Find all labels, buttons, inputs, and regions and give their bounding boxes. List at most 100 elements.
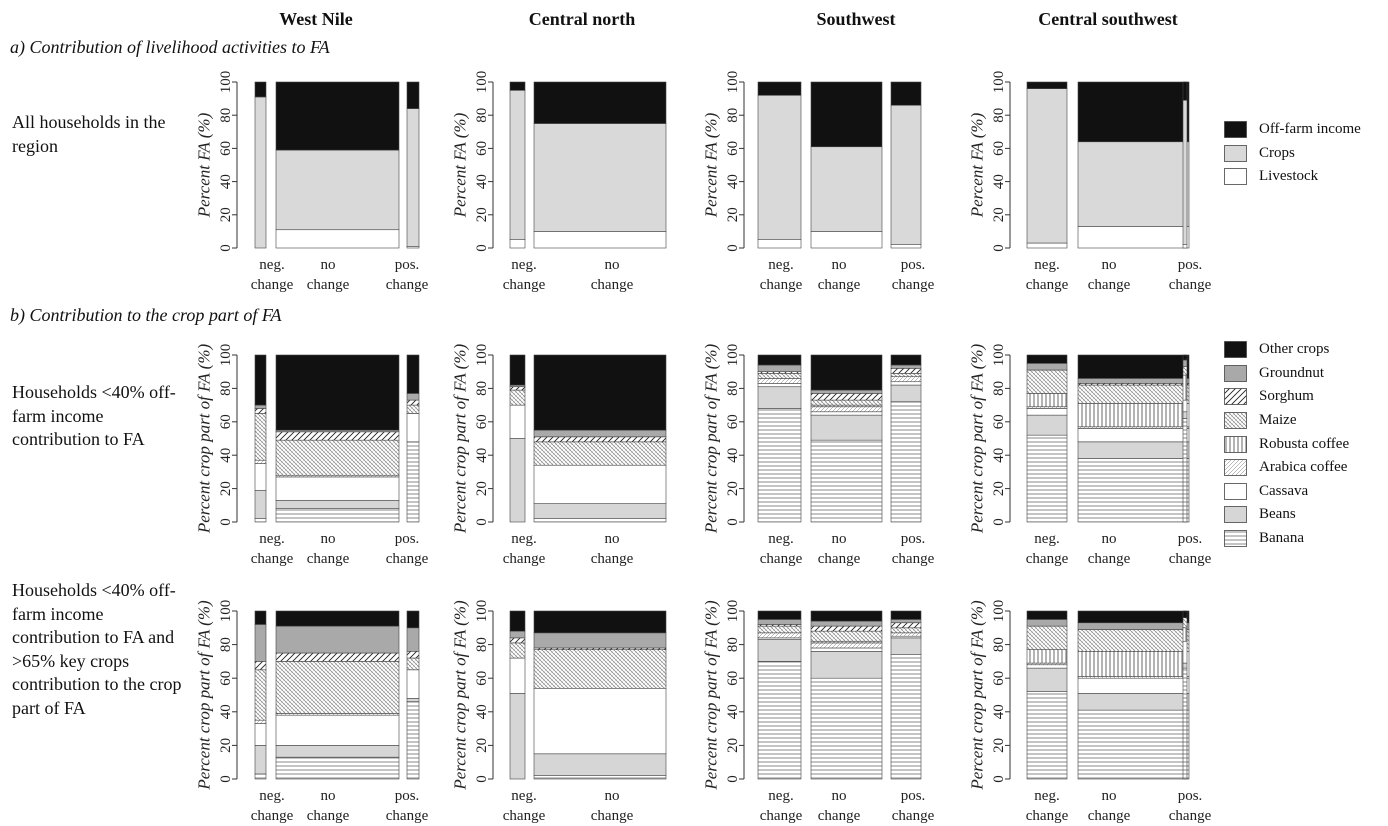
bar-segment-other-crops [275,354,400,431]
x-category-label: neg. [511,788,536,804]
x-category-label: change [892,277,935,293]
y-tick-label: 40 [474,448,490,463]
x-category-label: pos. [1178,257,1203,273]
legend-label: Banana [1259,530,1304,547]
bar-segment-other-crops [1026,354,1068,364]
bar-segment-beans [1026,667,1068,692]
x-category-label: change [818,551,861,567]
bar-segment-other-crops [1026,610,1068,620]
y-tick-label: 40 [991,448,1007,463]
y-tick-label: 0 [474,244,490,252]
bar-segment-maize [757,373,802,379]
chart-a-southwest: 0 20 40 60 80 100 Percent FA (%) neg. change no ch… [702,71,935,293]
y-tick-label: 60 [218,414,234,429]
bar-segment-cassava [509,657,526,694]
bar-segment-maize [1077,629,1190,652]
bar-segment-arabica-coffee [757,378,802,384]
bar-segment-livestock [275,229,400,249]
y-axis-title: Percent crop part of FA (%) [195,344,214,535]
y-tick-label: 60 [474,141,490,156]
x-category-label: change [818,277,861,293]
x-category-label: change [251,808,294,824]
bar-segment-cassava [810,411,883,416]
bar-segment-banana [757,408,802,523]
y-axis-title: Percent crop part of FA (%) [702,344,721,535]
y-tick-label: 0 [218,775,234,783]
bar-segment-cassava [1182,399,1188,413]
bar-segment-sorghum [890,368,922,374]
bar-segment-groundnut [890,619,922,624]
x-category-label: change [1088,551,1131,567]
bar-segment-beans [757,386,802,409]
y-tick-label: 80 [474,108,490,123]
bar-segment-off-farm-income [533,81,667,124]
y-tick-label: 100 [725,600,741,623]
bar-segment-livestock [810,231,883,249]
x-category-label: neg. [511,531,536,547]
bar-segment-maize [810,399,883,406]
bar-segment-arabica-coffee [890,632,922,637]
y-tick-label: 60 [218,141,234,156]
x-category-label: no [832,788,847,804]
bar-segment-beans [1026,414,1068,436]
y-tick-label: 0 [474,518,490,526]
x-category-label: no [1102,788,1117,804]
bar-segment-sorghum [810,625,883,632]
bar-segment-sorghum [254,661,267,671]
x-category-label: change [818,808,861,824]
x-category-label: pos. [395,531,420,547]
x-category-label: no [321,257,336,273]
legend-label: Cassava [1259,482,1309,499]
legend-label: Maize [1259,412,1297,429]
legend-label: Other crops [1259,341,1330,358]
bar-segment-other-crops [254,610,267,625]
legend-swatch-other [1224,341,1247,359]
bar-segment-arabica-coffee [810,406,883,413]
bar-segment-livestock [1182,244,1188,249]
bar-segment-crops [890,104,922,245]
bar-segment-groundnut [1077,622,1190,630]
region-title-southwest: Southwest [816,9,896,29]
legend-swatch-banana [1224,530,1247,547]
bar-segment-sorghum [810,393,883,401]
y-tick-label: 80 [218,637,234,652]
legend-item-robusta: Robusta coffee [1224,432,1349,456]
bar-segment-groundnut [1026,619,1068,627]
bar-segment-banana [810,439,883,523]
row-label-low-offfarm: Households <40% off-farm income contribu… [12,382,176,449]
bar-segment-banana [254,518,267,523]
bar-segment-cassava [1026,664,1068,669]
bar-segment-groundnut [275,625,400,654]
x-category-label: change [503,551,546,567]
legend-item-sorghum: Sorghum [1224,385,1349,409]
bar-segment-banana [533,775,667,780]
bar-segment-other-crops [757,354,802,366]
x-category-label: pos. [901,257,926,273]
y-axis-title: Percent FA (%) [451,112,470,218]
bar-segment-banana [275,756,400,780]
x-category-label: pos. [901,788,926,804]
bar-segment-cassava [509,404,526,439]
y-tick-label: 20 [725,207,741,222]
legend-item-arabica: Arabica coffee [1224,456,1349,480]
x-category-label: change [760,808,803,824]
bar-segment-other-crops [533,610,667,634]
bar-segment-crops [533,123,667,232]
bar-segment-beans [1182,411,1188,419]
bar-segment-banana [275,508,400,523]
bar-segment-groundnut [1182,359,1188,367]
legend-item-livestock: Livestock [1224,165,1361,189]
bar-segment-maize [890,627,922,634]
y-axis-title: Percent crop part of FA (%) [968,344,987,535]
legend-label: Arabica coffee [1259,459,1348,476]
bar-segment-robusta-coffee [1182,627,1188,642]
y-axis-title: Percent crop part of FA (%) [451,600,470,791]
y-tick-label: 0 [218,518,234,526]
legend-label: Robusta coffee [1259,435,1350,452]
bar-segment-other-crops [275,610,400,627]
x-category-label: pos. [1178,531,1203,547]
bar-segment-cassava [1182,640,1188,664]
bar-segment-beans [810,414,883,441]
bar-segment-banana [890,401,922,523]
x-category-label: change [892,551,935,567]
